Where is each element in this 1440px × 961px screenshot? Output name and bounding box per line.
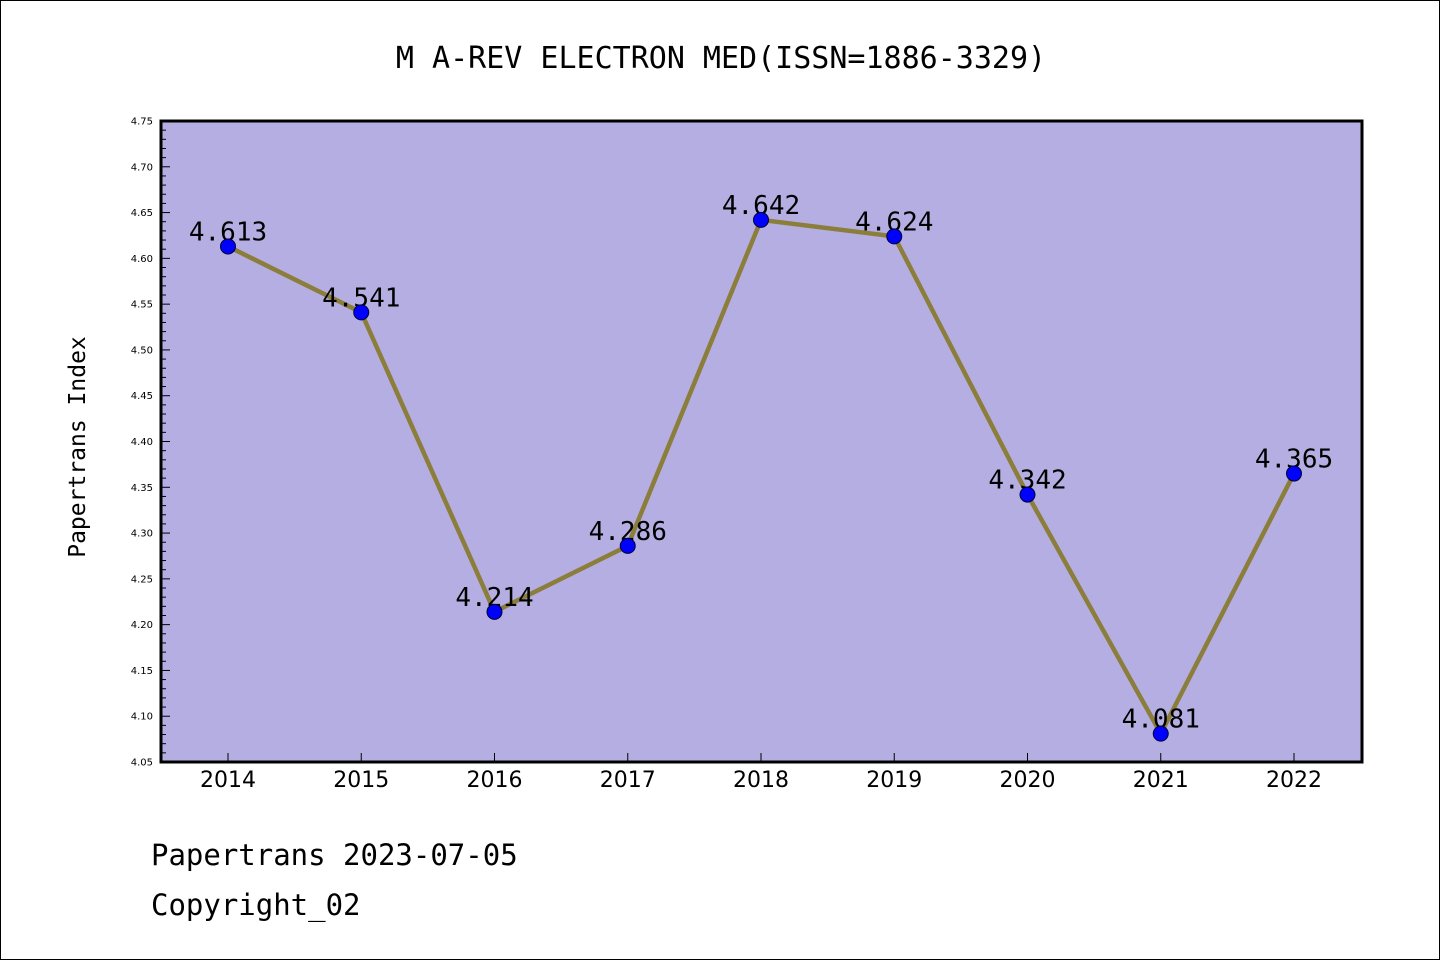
x-tick-label: 2014 [200,768,256,793]
y-tick-label: 4.25 [131,574,153,585]
data-point-marker [753,211,769,228]
x-tick-label: 2015 [333,768,389,793]
data-point-marker [619,537,636,554]
x-tick-label: 2017 [600,768,656,793]
data-point-marker [486,603,503,620]
data-point-marker [886,228,903,245]
x-tick-label: 2022 [1266,768,1322,793]
data-point-marker [1019,486,1036,503]
x-tick-label: 2021 [1133,768,1189,793]
y-tick-label: 4.30 [131,529,153,540]
y-tick-label: 4.70 [131,162,153,173]
x-tick-label: 2016 [467,768,523,793]
x-tick-label: 2020 [1000,768,1056,793]
y-tick-label: 4.45 [131,391,153,402]
y-axis-label: Papertrans Index [65,336,91,558]
y-tick-label: 4.50 [131,345,153,356]
data-point-marker [1152,725,1169,742]
y-tick-labels: 4.05 4.10 4.15 4.20 4.25 4.30 4.35 4.40 4.45 4.50… [131,117,153,769]
y-tick-label: 4.40 [131,437,153,448]
y-tick-label: 4.60 [131,254,153,265]
footer-copyright: Copyright_02 [151,888,361,923]
x-tick-labels: 2014 2015 2016 2017 2018 2019 2020 2021 2022 [200,768,1322,793]
y-tick-label: 4.55 [131,300,153,311]
y-tick-label: 4.35 [131,483,153,494]
footer-date: Papertrans 2023-07-05 [151,838,518,872]
y-tick-label: 4.20 [131,620,153,631]
y-tick-label: 4.05 [131,758,153,769]
plot-border [159,119,1364,764]
data-point-marker [353,304,370,321]
y-tick-label: 4.15 [131,666,153,677]
x-tick-label: 2019 [866,768,922,793]
y-tick-label: 4.75 [131,117,153,128]
y-tick-label: 4.10 [131,712,153,723]
data-point-marker [1286,465,1302,482]
y-tick-label: 4.65 [131,208,153,219]
x-tick-label: 2018 [733,768,789,793]
data-markers [220,211,1302,742]
data-point-marker [220,238,236,255]
chart-title: M A-REV ELECTRON MED(ISSN=1886-3329) [396,41,1046,76]
